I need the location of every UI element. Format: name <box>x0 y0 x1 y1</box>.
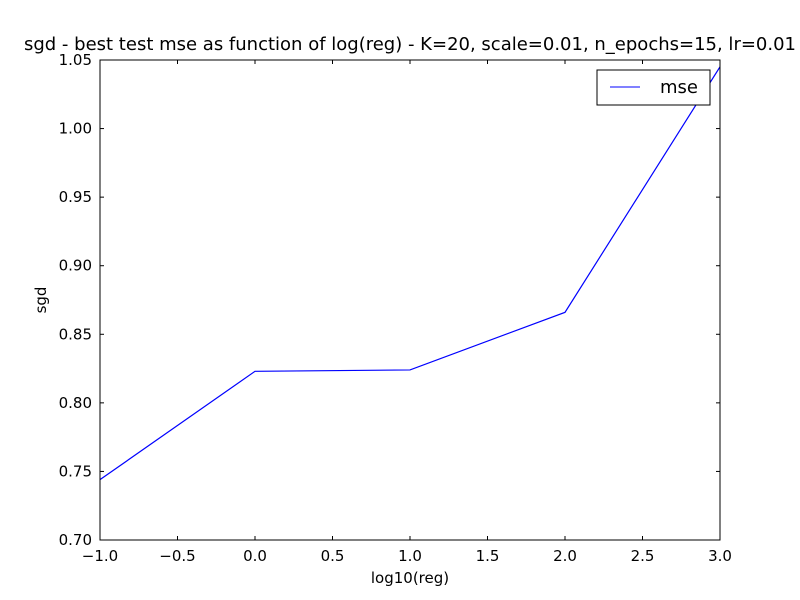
y-axis-label: sgd <box>32 287 50 314</box>
x-axis: −1.0 −0.5 0.0 0.5 1.0 1.5 2.0 2.5 3.0 <box>82 60 732 565</box>
y-tick-label: 1.05 <box>59 51 92 69</box>
chart-title: sgd - best test mse as function of log(r… <box>24 34 796 55</box>
y-tick-label: 0.80 <box>59 394 92 412</box>
x-tick-label: 1.5 <box>476 547 500 565</box>
x-tick-label: 2.5 <box>631 547 655 565</box>
y-tick-label: 0.70 <box>59 531 92 549</box>
x-tick-label: 2.0 <box>553 547 577 565</box>
x-tick-label: −1.0 <box>82 547 118 565</box>
x-tick-label: −0.5 <box>159 547 195 565</box>
legend: mse <box>596 69 711 106</box>
y-tick-label: 1.00 <box>59 120 92 138</box>
x-axis-label: log10(reg) <box>371 569 449 587</box>
series-line-mse <box>100 66 720 481</box>
x-tick-label: 0.5 <box>321 547 345 565</box>
series-layer <box>100 66 720 481</box>
y-tick-label: 0.85 <box>59 325 92 343</box>
legend-label-mse: mse <box>660 77 698 98</box>
x-tick-label: 3.0 <box>708 547 732 565</box>
y-tick-label: 0.75 <box>59 462 92 480</box>
y-axis: 0.70 0.75 0.80 0.85 0.90 0.95 1.00 1.05 <box>59 51 720 549</box>
y-tick-label: 0.90 <box>59 257 92 275</box>
y-tick-label: 0.95 <box>59 188 92 206</box>
x-tick-label: 0.0 <box>243 547 267 565</box>
plot-frame <box>99 59 721 541</box>
x-tick-label: 1.0 <box>398 547 422 565</box>
